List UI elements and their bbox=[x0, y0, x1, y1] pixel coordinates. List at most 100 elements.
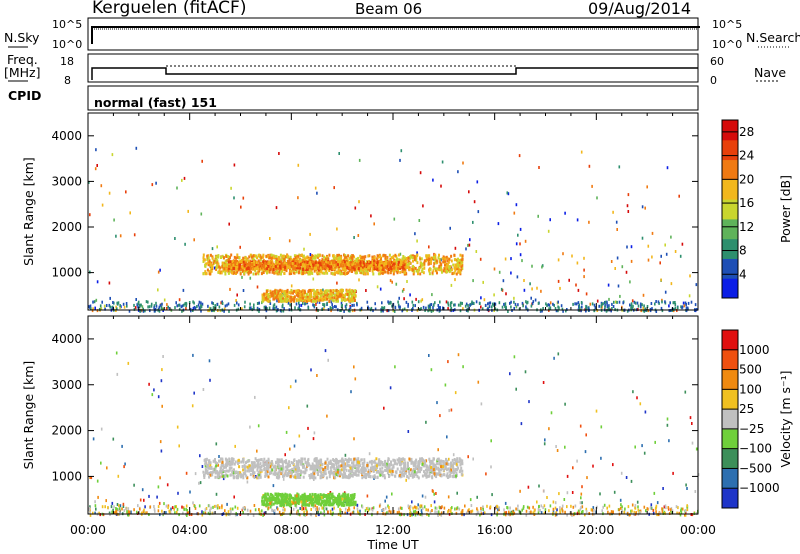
noise-echo bbox=[390, 468, 393, 472]
nearrange-echo bbox=[302, 302, 304, 305]
echo-cell-0 bbox=[396, 462, 399, 466]
echo-cell-2 bbox=[303, 291, 306, 295]
nearrange-echo bbox=[525, 513, 528, 517]
nearrange-echo bbox=[607, 510, 609, 514]
echo-cell-2 bbox=[270, 291, 272, 295]
echo-cell-1 bbox=[262, 260, 265, 264]
nearrange-echo bbox=[382, 306, 384, 310]
echo-cell-1 bbox=[259, 267, 262, 271]
nearrange-echo bbox=[221, 506, 223, 510]
nearrange-echo bbox=[489, 505, 492, 509]
echo-cell-1 bbox=[335, 262, 338, 266]
echo-cell-0 bbox=[252, 257, 255, 261]
echo-cell-1 bbox=[277, 264, 280, 268]
noise-echo bbox=[668, 439, 670, 443]
echo-cell-1 bbox=[402, 261, 405, 265]
nearrange-echo bbox=[672, 301, 675, 305]
echo-cell-1 bbox=[294, 261, 297, 265]
nearrange-echo bbox=[531, 302, 534, 305]
nearrange-echo bbox=[218, 305, 221, 309]
echo-cell-0 bbox=[391, 467, 394, 471]
echo-cell-1 bbox=[291, 264, 294, 268]
echo-cell-0 bbox=[237, 268, 240, 272]
nearrange-echo bbox=[329, 306, 332, 310]
echo-cell-0 bbox=[225, 265, 228, 269]
echo-cell-0 bbox=[406, 461, 409, 465]
nearrange-echo bbox=[644, 307, 647, 311]
noise-echo bbox=[571, 254, 573, 258]
nearrange-echo bbox=[407, 504, 410, 508]
echo-cell-2 bbox=[329, 289, 332, 293]
noise-echo bbox=[468, 190, 470, 194]
echo-cell-0 bbox=[381, 271, 384, 275]
nearrange-echo bbox=[224, 509, 226, 513]
echo-cell-0 bbox=[270, 253, 273, 257]
noise-echo bbox=[579, 424, 582, 428]
nearrange-echo bbox=[580, 510, 583, 514]
noise-echo bbox=[370, 214, 372, 218]
echo-cell-1 bbox=[240, 260, 243, 264]
nearrange-echo bbox=[630, 509, 632, 513]
nearrange-echo bbox=[685, 302, 687, 306]
noise-echo bbox=[688, 294, 691, 298]
noise-echo bbox=[386, 309, 388, 313]
echo-cell-1 bbox=[373, 260, 375, 264]
echo-cell-0 bbox=[399, 270, 402, 274]
echo-cell-1 bbox=[287, 260, 290, 264]
nearrange-echo bbox=[98, 511, 100, 515]
nearrange-echo bbox=[630, 305, 633, 308]
echo-cell-0 bbox=[242, 468, 245, 472]
nearrange-echo bbox=[440, 513, 443, 517]
nearrange-echo bbox=[555, 309, 558, 313]
nearrange-echo bbox=[496, 511, 499, 515]
nearrange-echo bbox=[526, 301, 528, 305]
echo-cell-0 bbox=[255, 254, 258, 258]
echo-cell-0 bbox=[238, 465, 241, 469]
echo-cell-1 bbox=[348, 266, 351, 270]
echo-cell-2 bbox=[314, 292, 317, 296]
echo-cell-1 bbox=[386, 261, 389, 265]
noise-echo bbox=[100, 427, 103, 431]
echo-cell-0 bbox=[401, 257, 404, 261]
nearrange-echo bbox=[606, 305, 609, 309]
noise-echo bbox=[112, 437, 115, 441]
noise-echo bbox=[94, 167, 97, 171]
echo-cell-1 bbox=[340, 261, 343, 265]
echo-cell-0 bbox=[379, 272, 382, 276]
echo-cell-2 bbox=[280, 299, 282, 303]
echo-cell-1 bbox=[234, 260, 237, 264]
nearrange-echo bbox=[686, 504, 688, 508]
nearrange-echo bbox=[447, 510, 449, 514]
echo-cell-0 bbox=[274, 271, 277, 275]
nearrange-echo bbox=[450, 301, 453, 305]
echo-cell-2 bbox=[265, 290, 268, 293]
nearrange-echo bbox=[449, 304, 452, 308]
echo-cell-0 bbox=[216, 259, 219, 263]
nearrange-echo bbox=[572, 505, 575, 509]
noise-echo bbox=[178, 513, 180, 517]
echo-cell-1 bbox=[284, 265, 287, 269]
nearrange-echo bbox=[181, 304, 184, 308]
echo-cell-0 bbox=[226, 263, 229, 267]
nearrange-echo bbox=[509, 506, 511, 510]
echo-cell-0 bbox=[390, 256, 393, 260]
noise-echo bbox=[442, 511, 444, 515]
echo-cell-0 bbox=[442, 269, 445, 273]
echo-cell-1 bbox=[324, 266, 327, 270]
noise-echo bbox=[490, 439, 492, 443]
echo-cell-0 bbox=[378, 254, 381, 258]
echo-cell-0 bbox=[453, 271, 456, 275]
nearrange-echo bbox=[685, 306, 688, 310]
echo-cell-0 bbox=[460, 265, 463, 269]
noise-echo bbox=[691, 422, 693, 425]
nearrange-echo bbox=[185, 304, 187, 308]
noise-echo bbox=[482, 280, 484, 284]
nearrange-echo bbox=[348, 506, 350, 510]
noise-echo bbox=[166, 303, 168, 307]
noise-echo bbox=[157, 270, 160, 274]
echo-cell-0 bbox=[227, 255, 230, 259]
echo-cell-1 bbox=[274, 265, 277, 268]
nearrange-echo bbox=[216, 302, 219, 306]
echo-cell-0 bbox=[253, 254, 256, 258]
